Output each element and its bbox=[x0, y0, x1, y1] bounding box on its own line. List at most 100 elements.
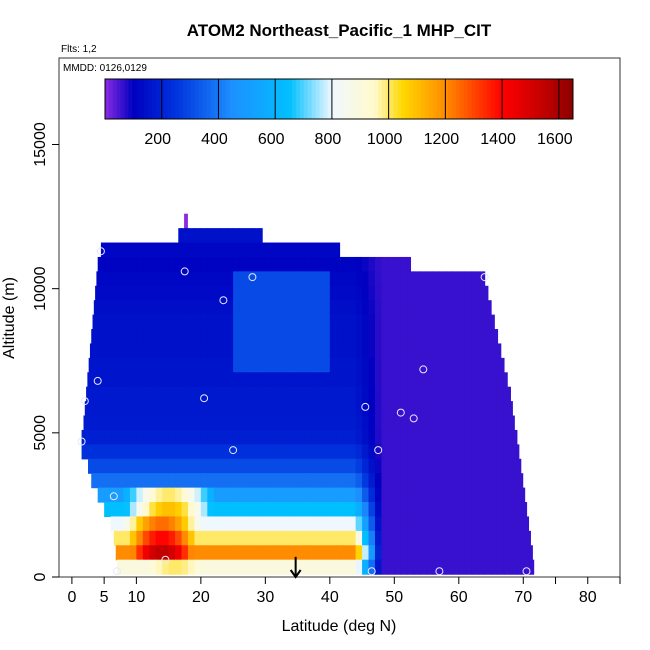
heat-cell bbox=[84, 444, 92, 460]
heat-cell bbox=[452, 343, 460, 359]
sample-point bbox=[109, 492, 118, 501]
heat-cell bbox=[310, 444, 318, 460]
heat-cell bbox=[523, 530, 531, 546]
heat-cell bbox=[439, 415, 447, 431]
heat-cell bbox=[194, 458, 202, 474]
heat-cell bbox=[458, 285, 466, 301]
heat-cell bbox=[117, 357, 125, 373]
colorbar-segment bbox=[198, 79, 203, 119]
heat-cell bbox=[284, 502, 292, 518]
heat-cell bbox=[323, 357, 331, 373]
heat-cell bbox=[465, 401, 473, 417]
heat-cell bbox=[149, 372, 157, 388]
heat-cell bbox=[162, 473, 170, 489]
colorbar-segment bbox=[506, 79, 512, 119]
heat-cell bbox=[239, 300, 247, 316]
heat-cell bbox=[278, 415, 286, 431]
heat-cell bbox=[523, 502, 528, 518]
heat-cell bbox=[387, 545, 395, 561]
heat-cell bbox=[123, 314, 131, 330]
heat-cell bbox=[349, 343, 357, 359]
heat-cell bbox=[458, 473, 466, 489]
heat-cell bbox=[123, 429, 131, 445]
heat-cell bbox=[213, 343, 221, 359]
sample-point bbox=[361, 402, 370, 411]
heat-cell bbox=[258, 242, 266, 258]
heat-cell bbox=[374, 487, 383, 503]
heat-cell bbox=[323, 329, 331, 345]
heat-cell bbox=[226, 329, 234, 345]
heat-cell bbox=[413, 300, 421, 316]
heat-cell bbox=[426, 559, 434, 575]
heat-cell bbox=[374, 256, 383, 272]
heat-cell bbox=[187, 516, 196, 532]
heat-cell bbox=[246, 357, 254, 373]
heat-cell bbox=[433, 458, 441, 474]
heat-cell bbox=[117, 314, 125, 330]
heat-cell bbox=[149, 343, 157, 359]
heat-cell bbox=[184, 213, 188, 229]
heat-cell bbox=[445, 300, 453, 316]
heat-cell bbox=[258, 429, 266, 445]
heat-cell bbox=[471, 458, 479, 474]
heat-cell bbox=[426, 502, 434, 518]
colorbar-segment bbox=[444, 79, 449, 119]
heat-cell bbox=[194, 530, 202, 546]
heat-cell bbox=[381, 487, 389, 503]
heat-cell bbox=[394, 300, 402, 316]
heat-cell bbox=[329, 242, 337, 258]
heat-cell bbox=[155, 545, 163, 561]
heat-cell bbox=[426, 357, 434, 373]
heat-cell bbox=[465, 444, 473, 460]
heat-cell bbox=[336, 357, 344, 373]
heat-cell bbox=[297, 357, 305, 373]
heat-cell bbox=[181, 473, 189, 489]
heat-cell bbox=[239, 458, 247, 474]
heat-cell bbox=[91, 444, 99, 460]
heat-cell bbox=[349, 429, 357, 445]
heat-cell bbox=[484, 285, 489, 301]
heat-cell bbox=[458, 502, 466, 518]
heat-cell bbox=[374, 516, 383, 532]
heat-cell bbox=[355, 429, 363, 445]
heat-cell bbox=[284, 545, 292, 561]
heat-cell bbox=[420, 429, 428, 445]
colorbar-segment bbox=[339, 79, 344, 119]
heat-cell bbox=[246, 458, 254, 474]
heat-cell bbox=[426, 285, 434, 301]
heat-cell bbox=[342, 329, 350, 345]
heat-cell bbox=[226, 429, 234, 445]
heat-cell bbox=[91, 429, 99, 445]
colorbar-segment bbox=[432, 79, 437, 119]
heat-cell bbox=[239, 401, 247, 417]
heat-cell bbox=[316, 429, 324, 445]
heat-cell bbox=[226, 530, 234, 546]
heat-cell bbox=[400, 314, 408, 330]
heat-cell bbox=[233, 228, 241, 244]
x-tick-label: 70 bbox=[514, 589, 532, 606]
heat-cell bbox=[445, 329, 453, 345]
heat-cell bbox=[155, 530, 163, 546]
heat-cell bbox=[471, 386, 479, 402]
heat-cell bbox=[207, 458, 215, 474]
heat-cell bbox=[491, 343, 499, 359]
heat-cell bbox=[168, 271, 176, 287]
colorbar-segment bbox=[222, 79, 227, 119]
colorbar-segment bbox=[420, 79, 426, 119]
heat-cell bbox=[194, 314, 202, 330]
heat-cell bbox=[400, 285, 408, 301]
heat-cell bbox=[374, 429, 383, 445]
heat-cell bbox=[194, 502, 202, 518]
heat-cell bbox=[104, 415, 112, 431]
heat-cell bbox=[220, 271, 228, 287]
heat-cell bbox=[162, 530, 170, 546]
heat-cell bbox=[271, 357, 279, 373]
heat-cell bbox=[246, 444, 254, 460]
heat-cell bbox=[465, 285, 473, 301]
heat-cell bbox=[187, 545, 196, 561]
heat-cell bbox=[471, 401, 479, 417]
heat-cell bbox=[123, 329, 131, 345]
heat-cell bbox=[239, 487, 247, 503]
heat-cell bbox=[297, 343, 305, 359]
heat-cell bbox=[284, 314, 292, 330]
